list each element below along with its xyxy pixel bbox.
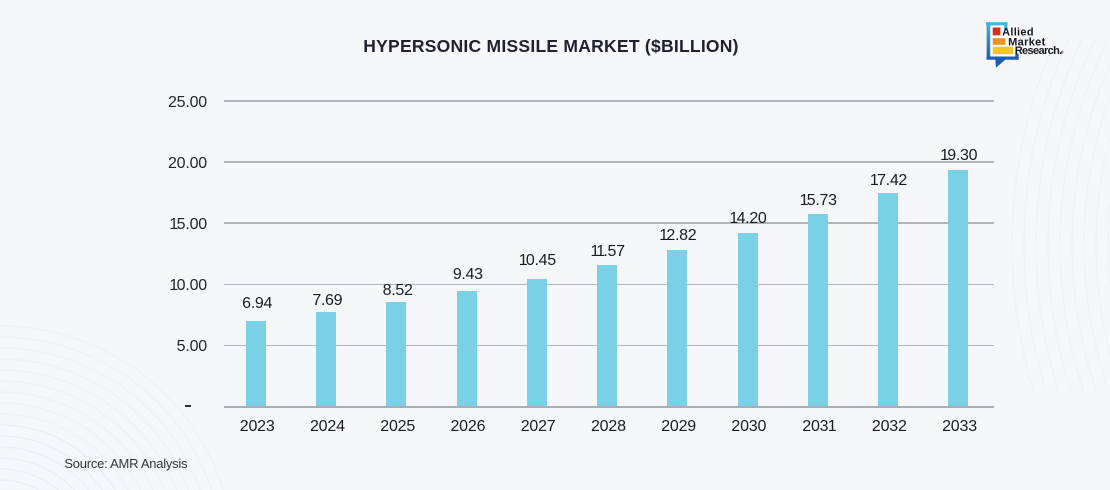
svg-text:®: ® — [1061, 49, 1064, 54]
svg-text:Market: Market — [1008, 36, 1046, 48]
svg-text:Allied: Allied — [1002, 26, 1034, 38]
svg-text:Research.: Research. — [1015, 45, 1063, 57]
